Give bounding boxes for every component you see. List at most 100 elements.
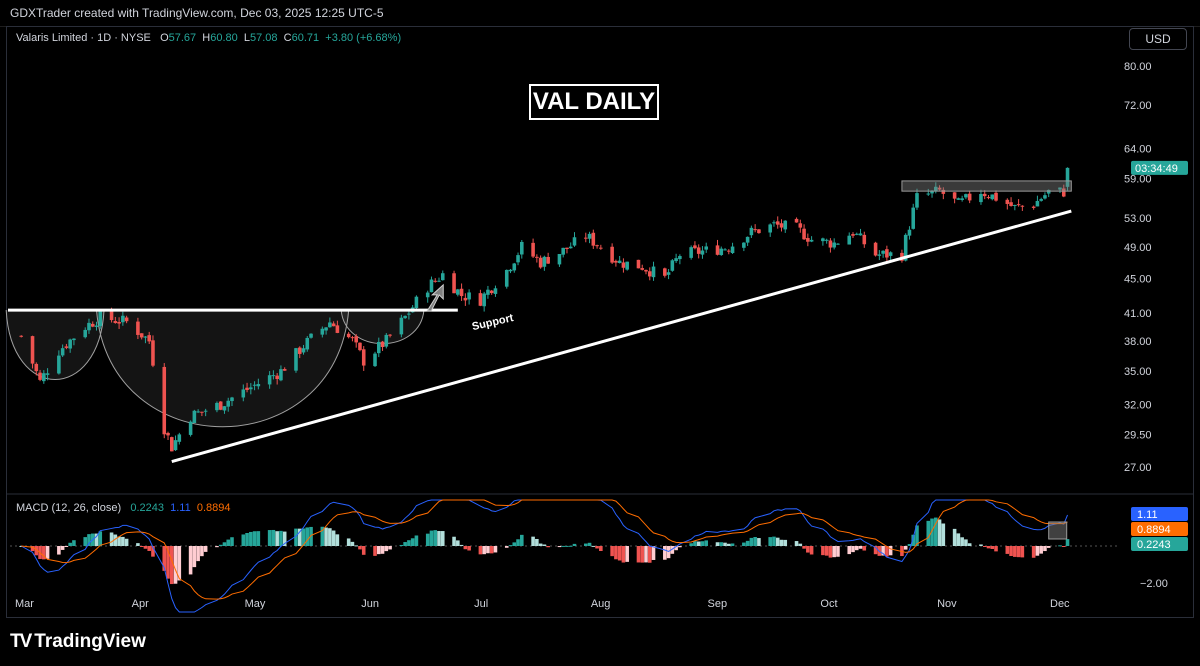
macd-hist-bar [934, 517, 938, 546]
candle-body [885, 249, 889, 258]
candle-body [599, 247, 603, 249]
cup-handle-shapes [5, 310, 425, 428]
candle-body [934, 186, 938, 192]
trendlines: Support 03:34:49 [8, 160, 1188, 464]
macd-hist-bar [354, 545, 358, 547]
candle-body [346, 333, 351, 338]
candle-body [794, 218, 799, 223]
candle-body [301, 348, 306, 353]
candle-body [647, 271, 652, 277]
macd-hist-bar [252, 531, 257, 546]
candle-body [294, 348, 298, 371]
macd-hist-bar [956, 533, 961, 546]
chart-frame[interactable] [6, 26, 1194, 618]
candle-body [98, 311, 103, 327]
candle-body [862, 234, 867, 245]
macd-hist-bar [200, 546, 204, 557]
macd-hist-bar [723, 542, 727, 546]
candle-body [279, 369, 283, 381]
macd-hist-bar [1031, 546, 1036, 558]
candle-body [956, 198, 961, 200]
macd-hist-bar [715, 542, 720, 546]
macd-hist-bar [124, 538, 129, 546]
macd-label: MACD (12, 26, close) [16, 502, 122, 514]
macd-hist-bar [704, 540, 709, 546]
candle-body [614, 260, 618, 263]
macd-hist-bar [858, 546, 863, 549]
macd-hist-bar [350, 541, 355, 546]
price-tick-label: 64.00 [1124, 143, 1152, 155]
macd-hist-bar [1005, 546, 1010, 554]
candle-body [802, 228, 806, 240]
candle-body [384, 334, 389, 347]
macd-hist-bar [222, 542, 227, 546]
macd-highlight-box [1048, 521, 1068, 540]
macd-hist-bar [463, 546, 468, 550]
candle-body [45, 373, 50, 375]
candle-body [68, 339, 72, 349]
macd-hist-bar [583, 543, 588, 546]
candle-body [798, 223, 803, 228]
macd-hist-bar [121, 536, 125, 546]
tradingview-logo[interactable]: TV TradingView [10, 631, 146, 653]
macd-hist-bar [742, 542, 746, 546]
macd-signal-value: 0.8894 [196, 502, 231, 514]
macd-hist-bar [851, 546, 855, 553]
candle-body [121, 315, 125, 323]
macd-hist-bar [591, 545, 596, 547]
candle-body [1058, 187, 1062, 190]
candle-body [188, 421, 193, 435]
macd-hist-bar [666, 546, 671, 559]
macd-hist-bar [986, 546, 991, 549]
macd-hist-bar [410, 538, 415, 546]
macd-hist-bar [151, 546, 155, 557]
candle-body [64, 346, 69, 348]
macd-hist-bar [301, 528, 306, 546]
candle-body [952, 192, 957, 199]
macd-hist-bar [809, 546, 814, 555]
macd-hist-bar [279, 530, 283, 546]
macd-hist-bar [305, 527, 310, 546]
macd-hist-bar [757, 538, 761, 546]
candle-body [282, 369, 287, 371]
macd-hist-bar [245, 533, 249, 546]
candle-body [354, 336, 358, 343]
close-value: 60.71 [291, 32, 320, 44]
candle-body [83, 329, 88, 338]
macd-line-value: 1.11 [170, 502, 191, 514]
candle-body [34, 363, 39, 372]
macd-hist-bar [361, 546, 366, 555]
candle-body [768, 224, 772, 233]
candle-body [666, 272, 671, 275]
macd-hist-bar [433, 530, 438, 546]
macd-hist-bar [139, 546, 144, 547]
candle-body [674, 258, 678, 262]
macd-hist-bar [561, 545, 565, 547]
macd-hist-bar [57, 546, 61, 555]
macd-hist-bar [467, 546, 471, 551]
macd-hist-bar [117, 536, 121, 546]
macd-hist-bar [727, 543, 731, 546]
candle-body [192, 410, 197, 424]
candle-body [723, 249, 727, 251]
macd-hist-bar [478, 546, 483, 555]
candle-body [456, 289, 460, 295]
candle-body [87, 322, 91, 331]
macd-hist-bar [862, 546, 867, 551]
open-label: O [160, 32, 169, 44]
macd-hist-bar [693, 541, 697, 546]
currency-button[interactable]: USD [1129, 28, 1187, 50]
macd-hist-bar [663, 546, 667, 560]
candle-body [512, 263, 517, 271]
open-value: 57.67 [168, 32, 197, 44]
macd-hist-bar [1046, 546, 1051, 548]
candle-body [542, 256, 547, 267]
macd-hist-bar [802, 546, 806, 549]
candle-body [440, 273, 445, 281]
macd-hist-bar [1013, 546, 1017, 557]
macd-hist-bar [249, 531, 253, 546]
candle-body [452, 273, 456, 294]
macd-hist-bar [599, 546, 603, 551]
candle-body [38, 372, 42, 380]
